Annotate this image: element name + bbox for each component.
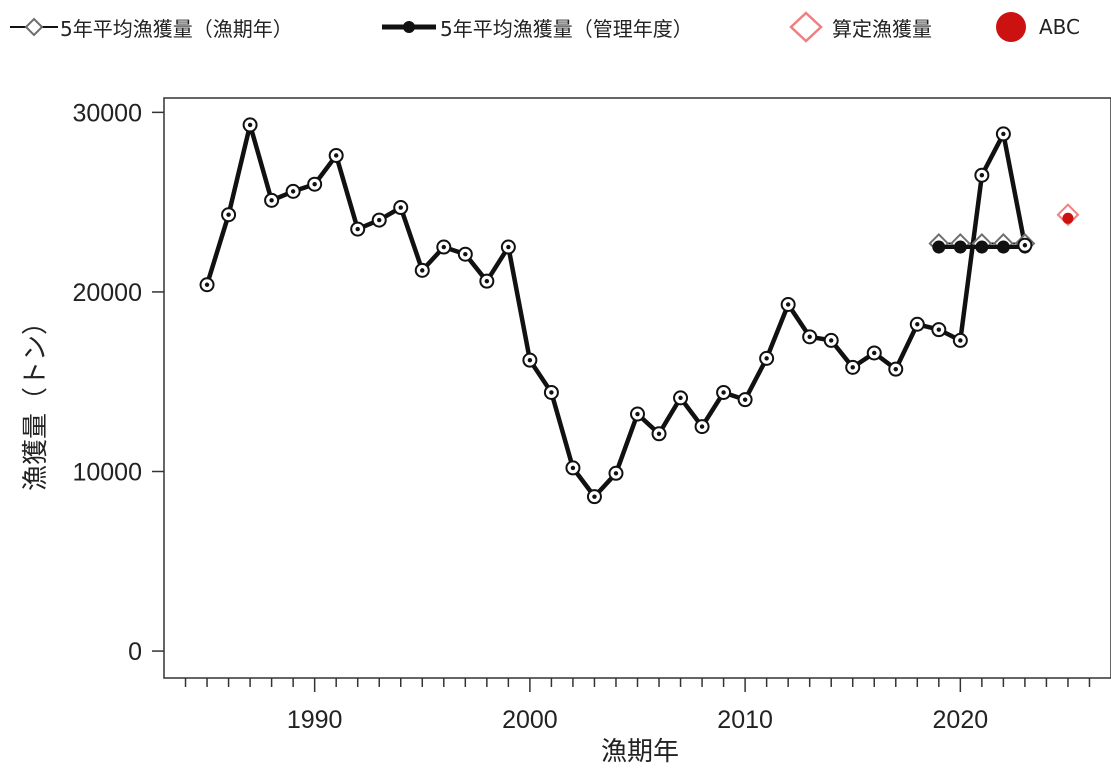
catch-point-dot <box>613 471 619 476</box>
catch-point-dot <box>979 173 985 178</box>
catch-point-dot <box>312 181 317 187</box>
legend-item-abc: ABC <box>985 10 1080 44</box>
catch-point-dot <box>506 244 511 250</box>
catch-series-line <box>204 122 1028 499</box>
catch-point-dot <box>592 494 597 499</box>
chart-legend: 5年平均漁獲量（漁期年） 5年平均漁獲量（管理年度） 算定漁獲量 ABC <box>0 0 1111 56</box>
catch-point-dot <box>850 365 855 370</box>
catch-point-dot <box>872 350 877 356</box>
x-tick-label: 2000 <box>502 706 558 734</box>
legend-label: 5年平均漁獲量（漁期年） <box>60 16 293 41</box>
y-tick-label: 30000 <box>72 99 142 127</box>
catch-point-dot <box>1022 243 1028 248</box>
y-axis-label: 漁獲量（トン） <box>20 309 50 491</box>
catch-point-dot <box>570 465 576 471</box>
catch-point-dot <box>764 356 769 361</box>
catch-point-dot <box>247 122 253 128</box>
catch-point-dot <box>785 302 791 307</box>
catch-point-dot <box>333 153 339 158</box>
catch-point-dot <box>226 212 231 217</box>
chart-series <box>199 117 1080 505</box>
catch-point-dot <box>936 327 942 332</box>
catch-point-dot <box>1001 131 1006 137</box>
catch-point-dot <box>721 390 726 395</box>
abc-point <box>1062 212 1074 224</box>
avg-management-year-point <box>996 240 1010 254</box>
x-tick-label: 1990 <box>287 706 343 734</box>
catch-point-dot <box>484 278 490 284</box>
catch-point-dot <box>742 397 748 402</box>
catch-point-dot <box>204 282 210 287</box>
catch-point-dot <box>355 226 360 232</box>
legend-label: 算定漁獲量 <box>832 16 932 41</box>
catch-point-dot <box>290 189 296 194</box>
pink-open-diamond-icon <box>789 11 823 43</box>
x-tick-label: 2010 <box>717 706 773 734</box>
catch-point-dot <box>377 217 382 223</box>
avg-management-year-point <box>932 240 946 254</box>
catch-point-dot <box>441 244 446 250</box>
catch-point-dot <box>527 357 533 363</box>
catch-point-dot <box>549 390 554 395</box>
y-tick-label: 20000 <box>72 279 142 307</box>
catch-point-dot <box>699 424 705 429</box>
chart-axes: 0 10000 20000 30000 1990 2000 2010 2020 <box>72 97 1111 734</box>
catch-point-dot <box>958 338 963 343</box>
catch-point-dot <box>398 205 403 210</box>
y-tick-label: 0 <box>128 638 142 666</box>
catch-point-dot <box>463 252 468 257</box>
filled-circle-line-icon <box>382 21 436 33</box>
legend-item-avg-fishing-year: 5年平均漁獲量（漁期年） <box>8 10 293 44</box>
catch-point-dot <box>420 268 425 273</box>
legend-item-avg-management-year: 5年平均漁獲量（管理年度） <box>378 10 693 44</box>
catch-point-dot <box>807 334 812 340</box>
catch-point-dot <box>829 338 834 343</box>
x-axis-label: 漁期年 <box>601 736 679 766</box>
catch-point-dot <box>635 411 640 417</box>
catch-point-dot <box>269 198 274 203</box>
avg-management-year-point <box>953 240 967 254</box>
red-filled-circle-icon <box>996 12 1026 42</box>
legend-item-calculated-catch: 算定漁獲量 <box>780 10 932 44</box>
catch-point-dot <box>678 395 683 401</box>
y-tick-label: 10000 <box>72 458 142 486</box>
legend-label: 5年平均漁獲量（管理年度） <box>440 16 693 41</box>
x-tick-label: 2020 <box>933 706 989 734</box>
catch-point-dot <box>893 366 898 372</box>
avg-management-year-point <box>975 240 989 254</box>
catch-point-dot <box>915 322 920 327</box>
catch-point-dot <box>656 431 662 436</box>
legend-label: ABC <box>1039 15 1081 39</box>
open-diamond-line-icon <box>10 17 58 37</box>
